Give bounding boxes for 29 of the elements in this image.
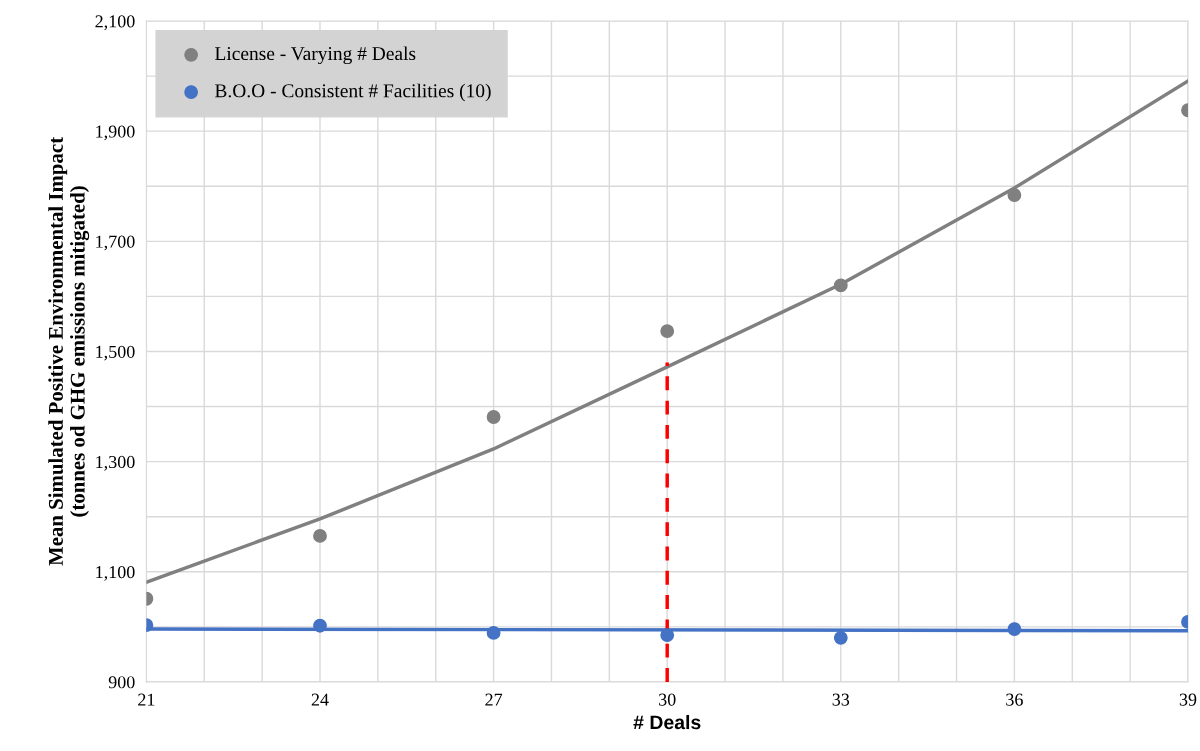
legend-label: B.O.O - Consistent # Facilities (10) [215,83,491,102]
x-tick-label: 39 [1179,693,1197,706]
legend-label: License - Varying # Deals [215,46,416,65]
point [313,618,327,633]
x-tick-label: 33 [832,693,850,706]
y-tick-label: 900 [108,676,135,689]
point [486,410,501,424]
point [660,628,675,643]
y-tick-label: 1,100 [96,566,135,581]
x-tick-label: 24 [311,693,329,706]
x-tick-label: 21 [138,693,155,706]
y-tick-label: 1,500 [96,345,135,361]
point [486,625,501,640]
x-tick-label: 36 [1006,693,1023,706]
line-series [146,79,1188,584]
x-tick-label: 30 [659,693,676,706]
point [1007,622,1022,636]
point [833,278,848,293]
point [1007,188,1022,202]
point [313,529,327,543]
point [833,630,848,645]
y-tick-label: 1,700 [96,235,135,251]
x-tick-label: 27 [485,693,503,706]
y-tick-label: 2,100 [95,15,135,31]
y-tick-label: 1,300 [96,455,135,471]
y-tick-label: 1,900 [96,125,135,141]
y-axis-title: Mean Simulated Positive Environmental Impact (tonnes od GHG emissions mitigated) [48,137,90,566]
point [660,324,675,338]
x-axis-title: # Deals [633,714,701,730]
